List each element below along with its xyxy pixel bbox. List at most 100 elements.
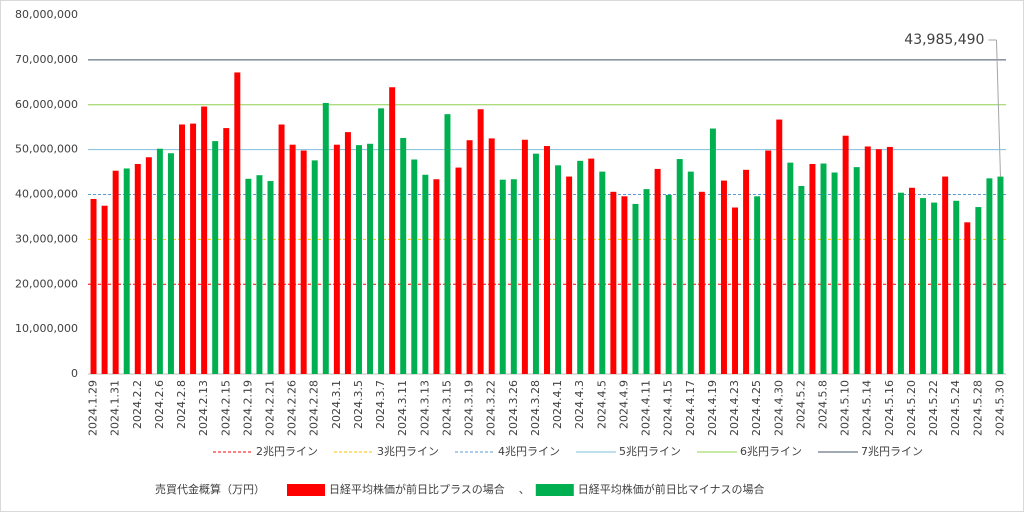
x-tick-label: 2024.4.9 <box>617 380 630 429</box>
bar <box>566 176 573 374</box>
y-tick-label: 70,000,000 <box>15 53 78 66</box>
bar <box>909 187 915 374</box>
x-tick-label: 2024.2.13 <box>197 380 210 436</box>
bar <box>145 157 152 374</box>
x-tick-label: 2024.3.22 <box>485 380 498 436</box>
x-tick-label: 2024.3.28 <box>529 380 542 436</box>
bar <box>433 179 440 374</box>
bar <box>344 132 351 374</box>
bar <box>787 162 794 374</box>
x-tick-label: 2024.3.19 <box>463 380 476 436</box>
legend-label: 4兆円ライン <box>498 445 560 458</box>
bar <box>875 149 882 374</box>
bar <box>389 87 396 374</box>
bar <box>256 175 263 374</box>
bar <box>798 185 805 374</box>
bar <box>964 222 971 374</box>
bar <box>920 198 927 374</box>
bar <box>897 192 904 374</box>
bar <box>156 148 163 374</box>
bar <box>289 144 296 374</box>
legend-separator: 、 <box>519 483 530 496</box>
bar <box>709 128 716 374</box>
x-tick-label: 2024.3.26 <box>507 380 520 436</box>
x-tick-label: 2024.5.22 <box>927 380 940 436</box>
x-tick-label: 2024.1.31 <box>109 380 122 436</box>
bar <box>842 135 849 374</box>
bar <box>245 178 252 374</box>
y-tick-label: 40,000,000 <box>15 188 78 201</box>
x-tick-label: 2024.3.7 <box>374 380 387 429</box>
bar <box>931 202 938 374</box>
bar <box>864 146 871 374</box>
bar <box>322 102 329 374</box>
bar <box>720 180 727 374</box>
bar <box>577 160 584 374</box>
bar <box>532 153 539 374</box>
bar <box>167 153 174 374</box>
bar <box>311 160 318 374</box>
bar <box>654 168 661 374</box>
legend-label: 日経平均株価が前日比プラスの場合 <box>329 482 505 496</box>
bar <box>134 163 141 374</box>
y-tick-label: 10,000,000 <box>15 322 78 335</box>
bar <box>521 139 528 374</box>
x-tick-label: 2024.5.16 <box>883 380 896 436</box>
bar <box>676 159 683 374</box>
x-tick-label: 2024.3.1 <box>330 380 343 429</box>
bar <box>112 170 119 374</box>
x-tick-label: 2024.2.6 <box>153 380 166 429</box>
bar <box>267 181 274 374</box>
bar <box>234 72 241 374</box>
bar <box>698 191 705 374</box>
bar <box>588 158 595 374</box>
bar <box>400 137 407 374</box>
bar <box>732 207 739 374</box>
x-tick-label: 2024.2.2 <box>131 380 144 429</box>
bar <box>776 119 783 374</box>
x-tick-label: 2024.4.15 <box>662 380 675 436</box>
x-tick-label: 2024.3.15 <box>440 380 453 436</box>
x-tick-label: 2024.2.28 <box>308 380 321 436</box>
legend-label: 日経平均株価が前日比マイナスの場合 <box>578 482 765 496</box>
legend-label: 3兆円ライン <box>377 445 439 458</box>
bar <box>643 189 650 374</box>
x-tick-label: 2024.4.5 <box>595 380 608 429</box>
bar <box>555 165 562 374</box>
bar <box>610 191 617 374</box>
bar <box>886 146 893 374</box>
bar <box>997 176 1004 374</box>
x-tick-label: 2024.4.23 <box>728 380 741 436</box>
x-tick-label: 2024.1.29 <box>87 380 100 436</box>
bar <box>809 163 816 374</box>
bar <box>190 123 197 374</box>
y-tick-label: 80,000,000 <box>15 8 78 21</box>
bar <box>367 143 374 374</box>
bar <box>942 176 949 374</box>
bar <box>355 145 362 374</box>
bar <box>621 196 628 374</box>
legend-label: 7兆円ライン <box>861 445 923 458</box>
bar <box>499 179 506 374</box>
bar <box>754 196 761 374</box>
bar <box>687 171 694 374</box>
x-tick-label: 2024.5.10 <box>839 380 852 436</box>
bar <box>378 108 385 374</box>
data-label: 43,985,490 <box>904 32 984 48</box>
bar <box>853 167 860 374</box>
bar <box>477 109 484 375</box>
x-tick-label: 2024.5.30 <box>993 380 1006 436</box>
y-tick-label: 20,000,000 <box>15 277 78 290</box>
bar <box>411 159 418 374</box>
legend-label: 2兆円ライン <box>256 445 318 458</box>
legend-label: 5兆円ライン <box>619 445 681 458</box>
leader-line <box>995 39 1001 177</box>
y-tick-label: 0 <box>71 367 78 380</box>
bar <box>743 169 750 374</box>
x-tick-label: 2024.4.19 <box>706 380 719 436</box>
x-tick-label: 2024.3.13 <box>418 380 431 436</box>
x-tick-label: 2024.2.19 <box>241 380 254 436</box>
bar <box>223 128 230 374</box>
bar <box>632 203 639 374</box>
